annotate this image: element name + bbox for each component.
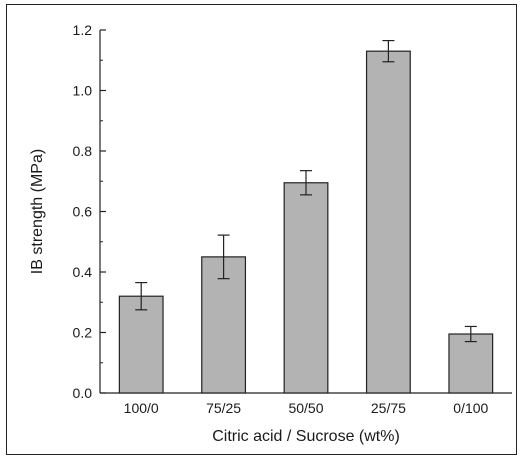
y-tick-label: 1.2 <box>73 22 93 38</box>
bar-0-100 <box>448 333 494 394</box>
y-tick-label: 1.0 <box>73 83 93 99</box>
x-tick-label: 0/100 <box>453 400 488 416</box>
x-tick-label: 25/75 <box>371 400 406 416</box>
chart-frame <box>6 4 517 455</box>
y-ticks: 0.0 0.2 0.4 0.6 0.8 1.0 1.2 <box>73 22 106 401</box>
y-tick-label: 0.0 <box>73 385 93 401</box>
bars <box>118 50 494 394</box>
y-tick-label: 0.2 <box>73 325 93 341</box>
y-tick-label: 0.4 <box>73 264 93 280</box>
error-bar-25-75 <box>382 39 395 63</box>
x-axis-title: Citric acid / Sucrose (wt%) <box>212 428 400 445</box>
x-tick-label: 75/25 <box>206 400 241 416</box>
bar-100-0 <box>118 295 164 394</box>
x-tick-label: 100/0 <box>124 400 159 416</box>
y-tick-label: 0.8 <box>73 143 93 159</box>
error-bar-50-50 <box>300 170 312 196</box>
bar-50-50 <box>283 182 329 394</box>
error-bars <box>135 39 477 343</box>
error-bar-0-100 <box>464 325 477 343</box>
error-bar-75-25 <box>217 234 230 280</box>
error-bar-100-0 <box>135 281 148 311</box>
x-tick-label: 50/50 <box>288 400 323 416</box>
bar-25-75 <box>365 50 411 394</box>
y-axis-title: IB strength (MPa) <box>29 149 46 274</box>
y-tick-label: 0.6 <box>73 204 93 220</box>
